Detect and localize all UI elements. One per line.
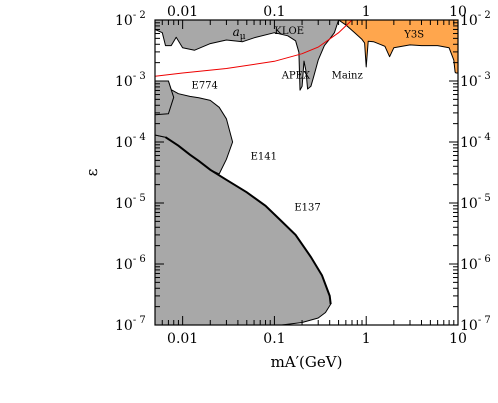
y-tick-label: 10- 5	[115, 193, 146, 212]
plot-frame-group	[154, 19, 459, 326]
y-tick-label: 10- 3	[115, 71, 146, 90]
y-tick-label-right: 10- 3	[460, 71, 491, 90]
y-tick-exponent-right: - 7	[478, 315, 491, 326]
x-axis-label: mA′(GeV)	[271, 353, 343, 371]
annotation-subscript: μ	[240, 32, 246, 42]
y-tick-exponent: - 6	[133, 254, 146, 265]
y-tick-label: 10- 4	[115, 132, 146, 151]
annotation-mainz: Mainz	[332, 70, 363, 81]
y-tick-label: 10- 6	[115, 254, 146, 273]
curve-a-mu	[155, 20, 353, 77]
x-tick-label-top: 0.1	[263, 4, 285, 20]
region-y3s	[338, 20, 458, 74]
x-tick-label-top: 1	[362, 4, 371, 20]
region-e137	[155, 134, 332, 325]
y-tick-exponent: - 2	[133, 10, 146, 21]
y-tick-label-right: 10- 2	[460, 10, 491, 29]
tick-marks	[154, 19, 459, 326]
reference-curves	[155, 20, 353, 77]
y-tick-exponent: - 7	[133, 315, 146, 326]
annotation-e137: E137	[294, 203, 320, 214]
y-axis-label: ε	[83, 168, 101, 176]
annotation-apex: APEX	[281, 70, 311, 81]
y-tick-label-right: 10- 4	[460, 132, 491, 151]
y-tick-exponent: - 3	[133, 71, 146, 82]
x-tick-label: 10	[449, 331, 467, 347]
x-tick-label: 0.01	[167, 331, 198, 347]
x-tick-label: 0.1	[263, 331, 285, 347]
region-e137-boundary	[164, 136, 332, 305]
annotation-kloe: KLOE	[274, 26, 304, 37]
region-apex-mainz-kloe-a-mu	[155, 20, 340, 91]
y-tick-exponent-right: - 4	[478, 132, 491, 143]
y-tick-label-right: 10- 7	[460, 315, 491, 334]
exclusion-regions	[155, 20, 458, 325]
y-tick-label-right: 10- 6	[460, 254, 491, 273]
y-tick-exponent-right: - 2	[478, 10, 491, 21]
y-tick-exponent-right: - 6	[478, 254, 491, 265]
annotation-e774: E774	[192, 81, 218, 92]
annotation-y3s: Y3S	[403, 29, 424, 40]
x-tick-label-top: 0.01	[167, 4, 198, 20]
x-tick-label: 1	[362, 331, 371, 347]
plot-frame	[154, 19, 459, 326]
y-tick-exponent-right: - 5	[478, 193, 491, 204]
annotation-e141: E141	[251, 151, 277, 162]
x-tick-label-top: 10	[449, 4, 467, 20]
y-tick-label: 10- 2	[115, 10, 146, 29]
y-tick-exponent-right: - 3	[478, 71, 491, 82]
y-tick-exponent: - 5	[133, 193, 146, 204]
y-tick-exponent: - 4	[133, 132, 146, 143]
y-tick-label: 10- 7	[115, 315, 146, 334]
y-tick-label-right: 10- 5	[460, 193, 491, 212]
region-e774	[155, 80, 175, 116]
